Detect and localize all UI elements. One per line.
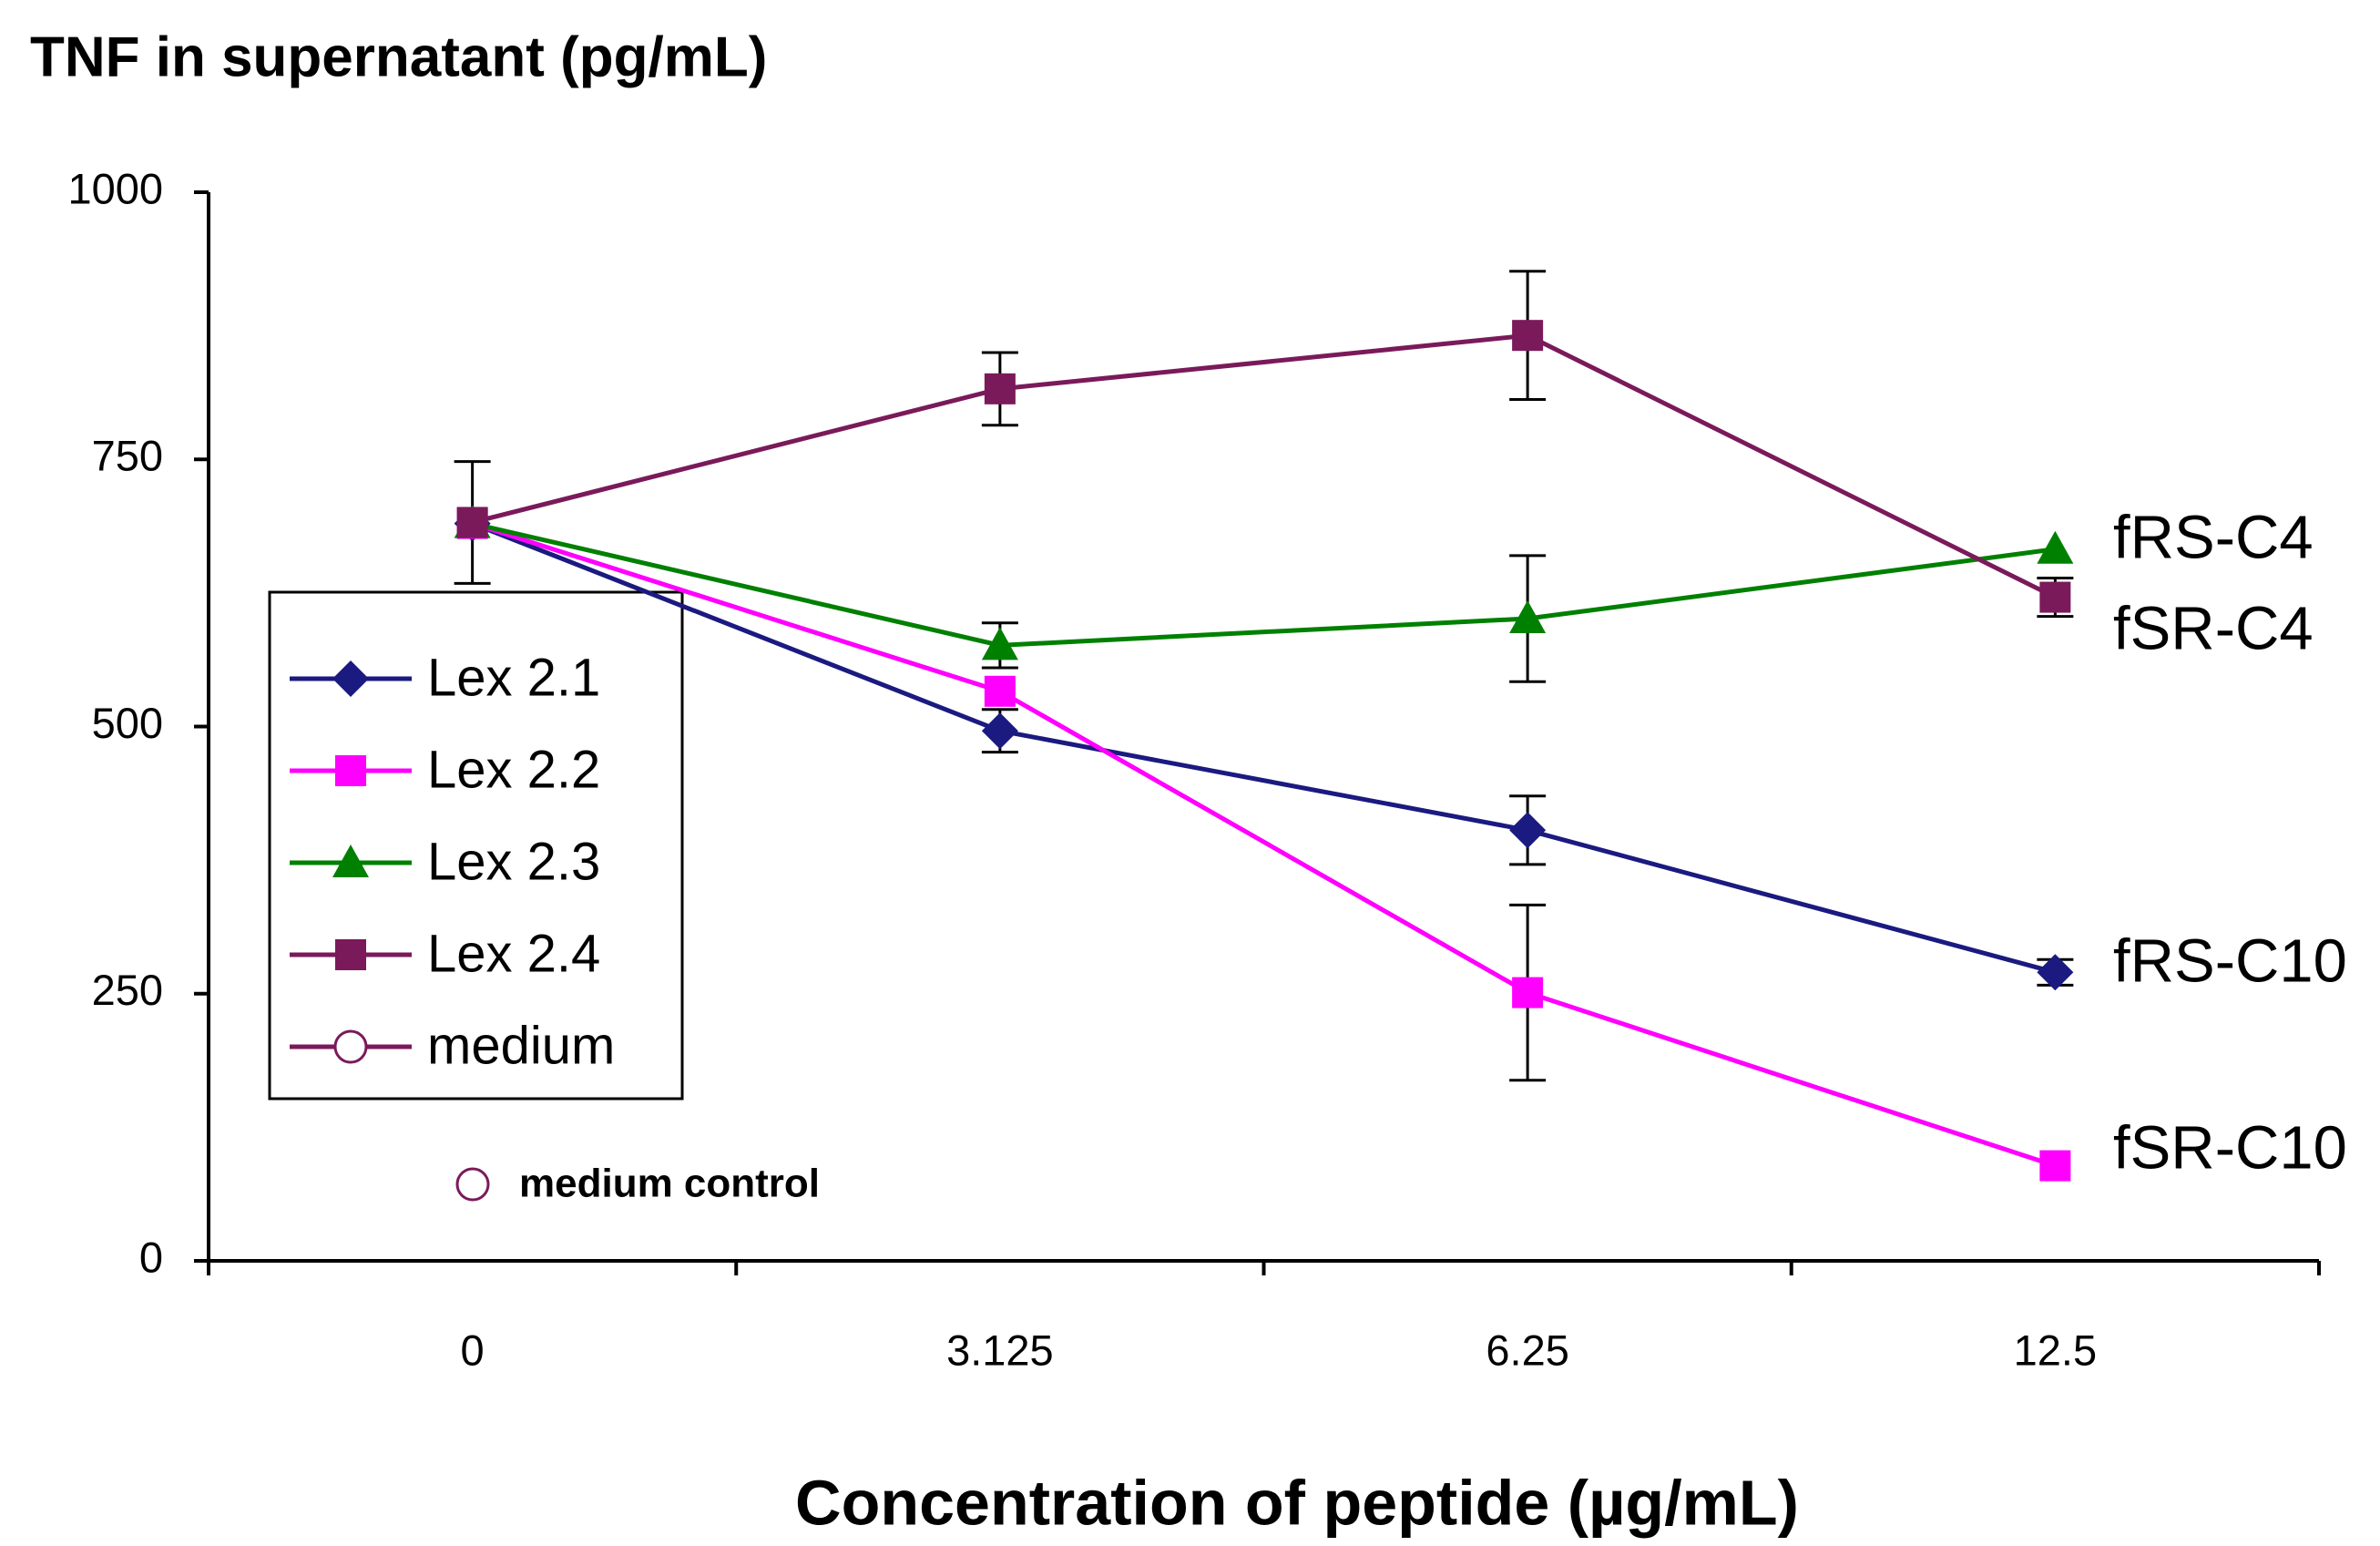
- x-tick-label: 6.25: [1486, 1326, 1568, 1374]
- annotation: fRS-C4: [2113, 504, 2314, 572]
- data-point: [984, 675, 1016, 707]
- data-point: [2039, 581, 2071, 613]
- data-point: [981, 627, 1018, 660]
- x-tick-label: 12.5: [2014, 1326, 2097, 1374]
- data-point: [984, 373, 1016, 404]
- legend-label: Lex 2.2: [427, 740, 600, 799]
- series-line: [472, 333, 2057, 599]
- annotation: fSR-C4: [2113, 595, 2314, 663]
- x-tick-label: 0: [461, 1326, 485, 1374]
- y-tick-label: 250: [92, 966, 163, 1014]
- legend-marker: [335, 939, 366, 970]
- annotation: fSR-C10: [2113, 1114, 2347, 1183]
- x-axis-label: Concentration of peptide (µg/mL): [795, 1467, 1799, 1538]
- chart-title: TNF in supernatant (pg/mL): [30, 26, 767, 88]
- data-point: [1512, 320, 1544, 352]
- data-point: [2037, 530, 2074, 564]
- annotation-marker: [455, 1167, 490, 1202]
- legend-marker: [333, 1029, 368, 1064]
- x-tick-label: 3.125: [946, 1326, 1054, 1374]
- y-tick-label: 750: [92, 432, 163, 480]
- legend-label: medium: [427, 1016, 615, 1075]
- series-line: [472, 521, 2056, 648]
- data-point: [456, 507, 488, 538]
- legend-label: Lex 2.4: [427, 924, 600, 983]
- data-point: [2039, 1150, 2071, 1182]
- data-point: [1509, 600, 1547, 634]
- annotation: fRS-C10: [2113, 927, 2347, 996]
- legend-label: Lex 2.3: [427, 832, 600, 891]
- data-point: [2037, 954, 2074, 991]
- series-line: [471, 521, 2057, 1168]
- data-point: [981, 712, 1018, 750]
- y-tick-label: 1000: [67, 164, 163, 212]
- legend-label: Lex 2.1: [427, 648, 600, 707]
- data-point: [1509, 812, 1547, 849]
- legend-marker: [332, 845, 369, 877]
- legend-marker: [332, 660, 369, 697]
- y-tick-label: 500: [92, 699, 163, 747]
- data-point: [1512, 977, 1544, 1008]
- annotation: medium control: [519, 1162, 820, 1206]
- y-tick-label: 0: [139, 1233, 163, 1281]
- legend-marker: [335, 755, 366, 786]
- series-line: [471, 521, 2057, 975]
